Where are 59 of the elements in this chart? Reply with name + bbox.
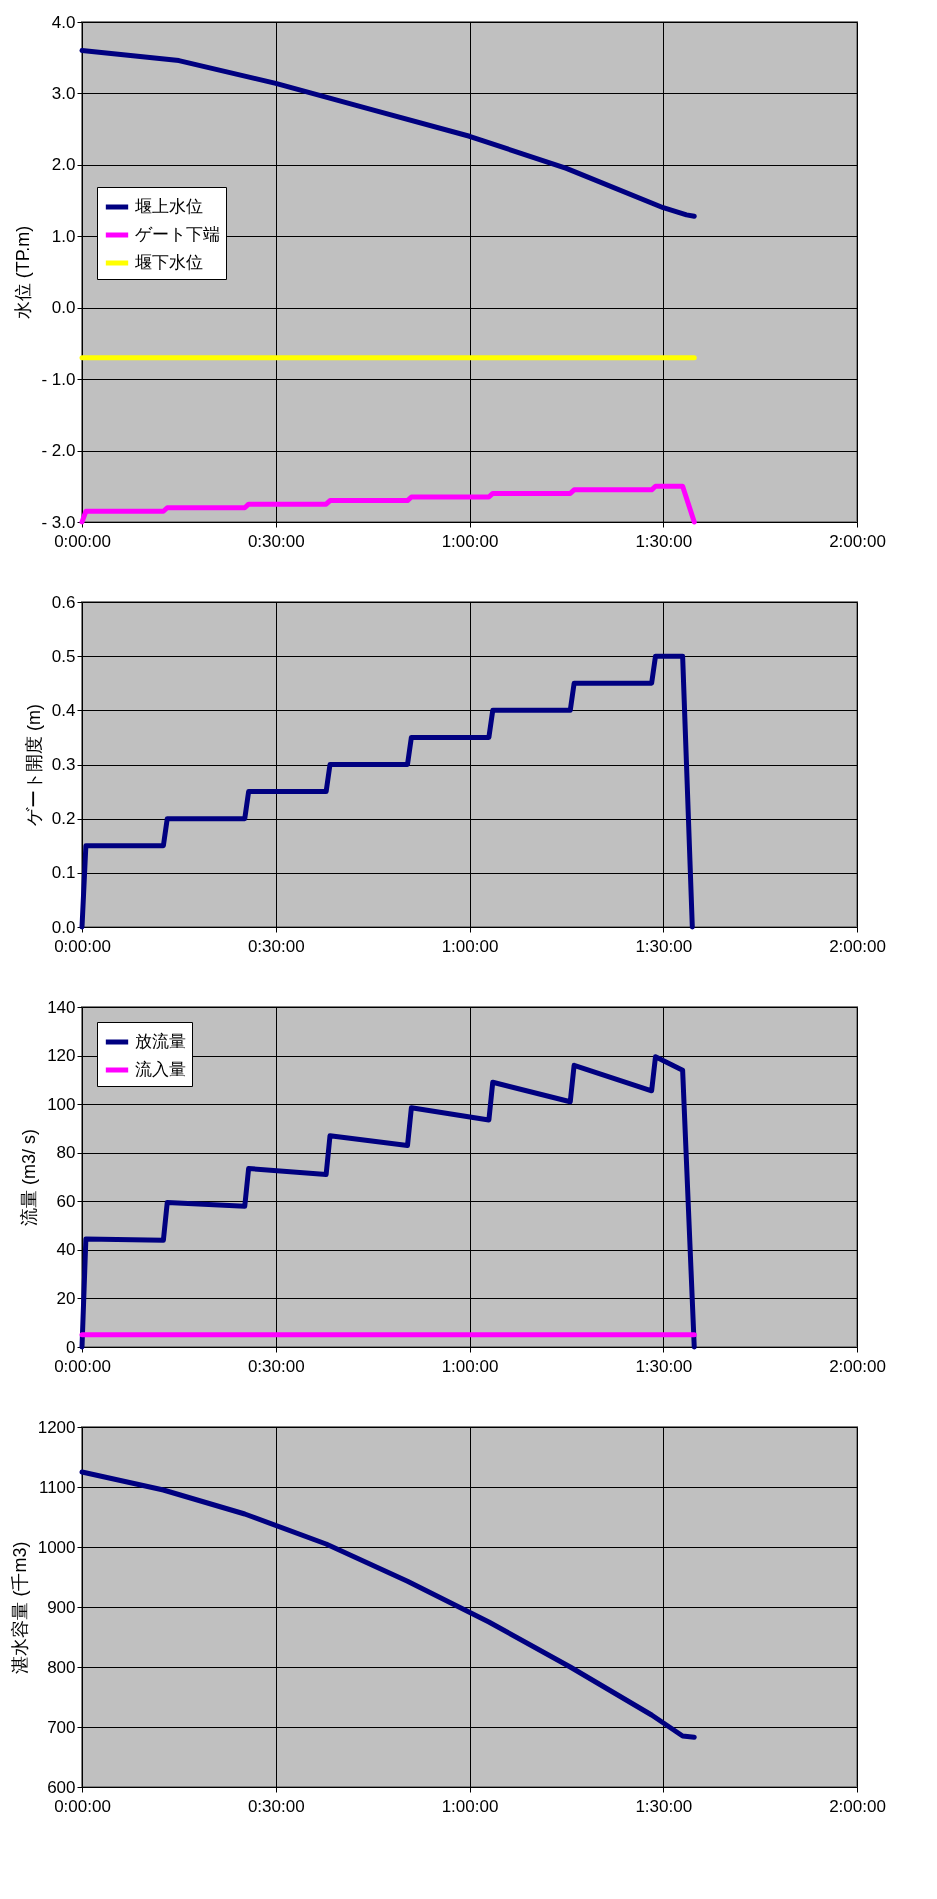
x-tick-label: 1:30:00 [635, 531, 693, 551]
y-tick-label: 1.0 [51, 226, 76, 246]
y-tick-label: 1100 [38, 1477, 76, 1497]
legend-label: 流入量 [135, 1060, 186, 1079]
y-tick-label: 600 [47, 1777, 76, 1797]
y-axis-title: ゲート開度 (m) [23, 704, 44, 826]
x-tick-label: 0:00:00 [54, 1796, 111, 1816]
legend-label: 堰下水位 [134, 253, 203, 272]
x-tick-label: 0:00:00 [54, 531, 111, 551]
x-tick-label: 0:30:00 [247, 1356, 305, 1376]
y-tick-label: 0.4 [51, 700, 76, 720]
x-tick-label: 1:30:00 [635, 1796, 693, 1816]
y-tick-label: 3.0 [51, 83, 76, 103]
legend-label: ゲート下端 [135, 225, 220, 244]
y-tick-label: 1000 [37, 1537, 76, 1557]
x-tick-label: 1:00:00 [441, 1356, 499, 1376]
y-axis-title: 湛水容量 (千m3) [9, 1541, 30, 1674]
x-tick-label: 0:30:00 [247, 1796, 305, 1816]
y-tick-label: 60 [56, 1191, 76, 1211]
legend-label: 放流量 [135, 1032, 186, 1051]
y-tick-label: 0.1 [51, 863, 76, 883]
x-tick-label: 1:00:00 [441, 531, 499, 551]
y-tick-label: 0.0 [51, 917, 76, 937]
legend-label: 堰上水位 [134, 197, 203, 216]
y-tick-label: 20 [56, 1288, 76, 1308]
x-tick-label: 2:00:00 [829, 1356, 886, 1376]
y-axis-title: 流量 (m3/ s) [19, 1129, 40, 1226]
y-tick-label: 1200 [37, 1417, 76, 1437]
y-tick-label: 0.6 [51, 592, 76, 612]
y-tick-label: 40 [56, 1240, 76, 1260]
y-tick-label: - 3.0 [41, 512, 76, 532]
y-tick-label: 80 [56, 1143, 76, 1163]
x-tick-label: 1:30:00 [635, 1356, 693, 1376]
y-tick-label: 700 [47, 1717, 76, 1737]
x-tick-label: 0:00:00 [54, 1356, 111, 1376]
y-tick-label: 0.0 [51, 298, 76, 318]
y-axis-title: 水位 (TP.m) [13, 225, 34, 320]
y-tick-label: 800 [47, 1657, 76, 1677]
y-tick-label: 0.3 [51, 755, 76, 774]
y-tick-label: 140 [47, 997, 76, 1017]
x-tick-label: 1:30:00 [635, 936, 693, 956]
x-tick-label: 2:00:00 [829, 531, 886, 551]
x-tick-label: 2:00:00 [829, 936, 886, 956]
y-tick-label: 0 [66, 1337, 76, 1357]
x-tick-label: 0:00:00 [54, 936, 111, 956]
x-tick-label: 2:00:00 [829, 1796, 886, 1816]
y-tick-label: - 1.0 [41, 369, 76, 389]
y-tick-label: 100 [47, 1094, 76, 1114]
y-tick-label: 0.2 [51, 809, 76, 829]
y-tick-label: 4.0 [51, 12, 76, 32]
y-tick-label: 2.0 [51, 155, 76, 175]
y-tick-label: 0.5 [51, 646, 76, 666]
y-tick-label: 900 [47, 1597, 76, 1617]
x-tick-label: 1:00:00 [441, 936, 499, 956]
x-tick-label: 0:30:00 [247, 531, 305, 551]
x-tick-label: 1:00:00 [441, 1796, 499, 1816]
y-tick-label: 120 [47, 1046, 76, 1066]
y-tick-label: - 2.0 [41, 441, 76, 461]
x-tick-label: 0:30:00 [247, 936, 305, 956]
